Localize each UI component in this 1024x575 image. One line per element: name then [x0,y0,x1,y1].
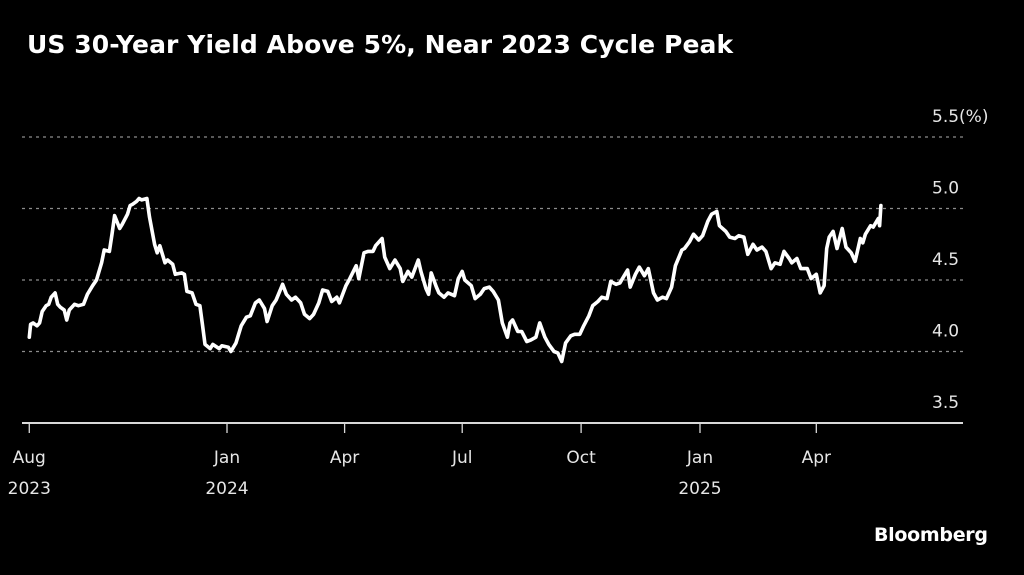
y-tick-label: 5.0 [932,179,959,199]
y-tick-label: 4.0 [932,322,959,342]
x-axis: Aug 2023 Jan 2024 Apr Jul Oct Jan 2025 Apr [8,422,963,499]
x-tick-label: Jul [451,448,473,468]
x-tick-label: Jan [686,448,713,468]
x-tick-label: Apr [330,448,359,468]
y-tick-label: 3.5 [932,393,959,413]
x-tick-year-label: 2025 [678,479,721,499]
x-tick-label: Oct [566,448,596,468]
x-tick-label: Aug [13,448,46,468]
x-tick-year-label: 2023 [8,479,51,499]
gridlines [22,136,963,353]
chart-title: US 30-Year Yield Above 5%, Near 2023 Cyc… [27,30,734,59]
source-logo: Bloomberg [874,524,988,546]
series-layer [27,196,883,364]
x-tick-label: Jan [213,448,240,468]
y-axis-labels: 3.5 4.0 4.5 5.0 5.5(%) [932,107,988,413]
x-tick-year-label: 2024 [205,479,248,499]
x-tick-label: Apr [802,448,831,468]
y-tick-label: 5.5(%) [932,107,988,127]
y-tick-label: 4.5 [932,250,959,270]
series-line [27,196,883,364]
